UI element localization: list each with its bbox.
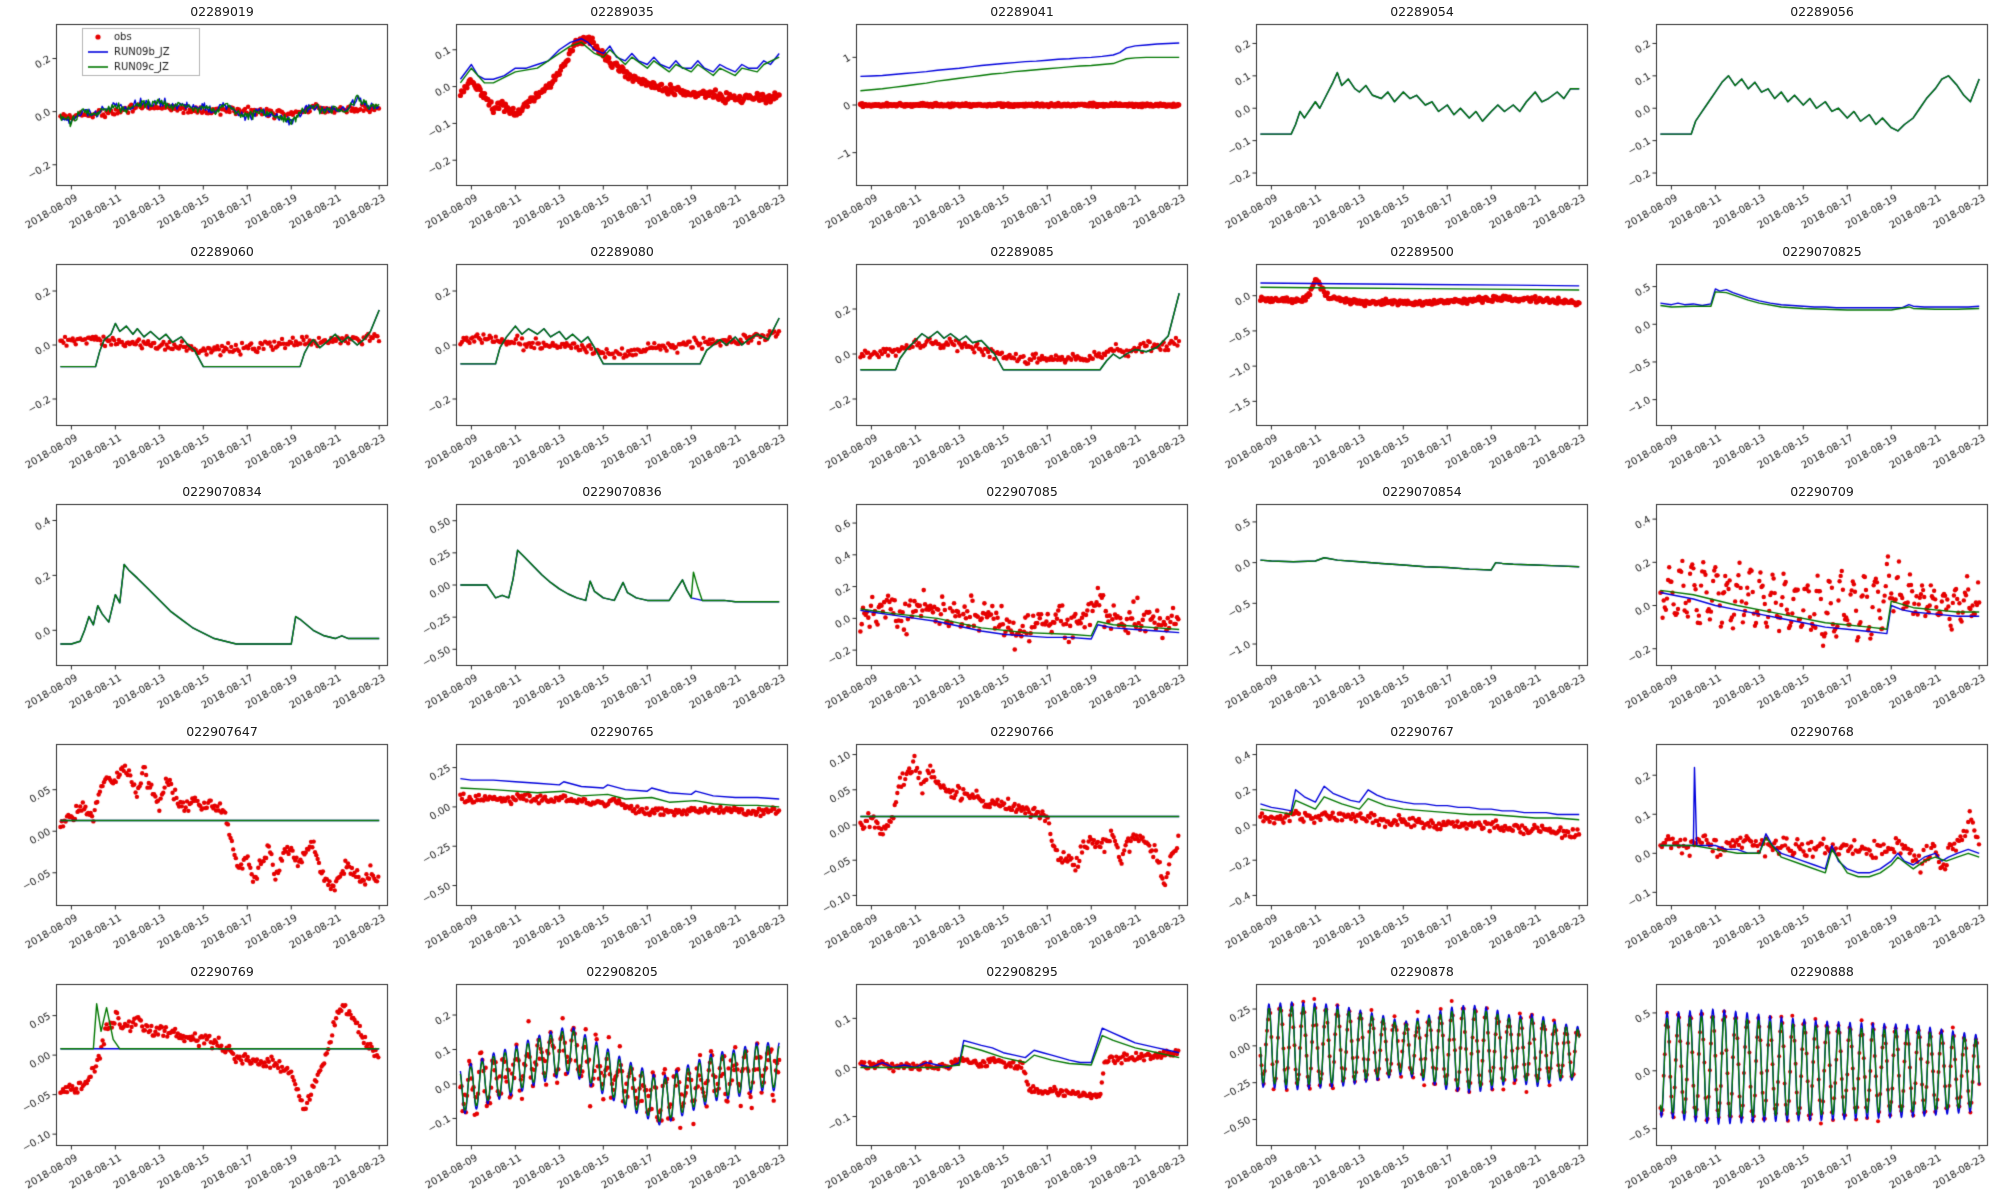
chart-canvas [1600,480,2000,720]
chart-title: 02289035 [590,4,654,19]
chart-title: 022907647 [186,724,258,739]
chart-canvas [400,0,800,240]
chart-panel: 02289035 [400,0,800,240]
chart-canvas [0,480,400,720]
chart-panel: 02290765 [400,720,800,960]
chart-canvas [1600,720,2000,960]
chart-panel: 02289041 [800,0,1200,240]
chart-panel: 02290888 [1600,960,2000,1200]
chart-title: 02289085 [990,244,1054,259]
chart-panel: 02290878 [1200,960,1600,1200]
chart-panel: 02290768 [1600,720,2000,960]
chart-panel: 0229070834 [0,480,400,720]
chart-panel: 02290767 [1200,720,1600,960]
chart-canvas [800,960,1200,1200]
chart-panel: 022907085 [800,480,1200,720]
chart-canvas [1600,240,2000,480]
chart-panel: 02289056 [1600,0,2000,240]
chart-title: 02290769 [190,964,254,979]
chart-title: 02290888 [1790,964,1854,979]
chart-canvas [1200,480,1600,720]
chart-title: 022907085 [986,484,1058,499]
chart-title: 02290765 [590,724,654,739]
chart-title: 02289080 [590,244,654,259]
chart-title: 02289060 [190,244,254,259]
chart-panel: 022908295 [800,960,1200,1200]
chart-title: 0229070854 [1382,484,1462,499]
chart-title: 02290878 [1390,964,1454,979]
chart-panel: 02289054 [1200,0,1600,240]
chart-canvas [400,480,800,720]
chart-canvas [400,240,800,480]
chart-canvas [1600,960,2000,1200]
chart-title: 02289019 [190,4,254,19]
chart-title: 0229070825 [1782,244,1862,259]
chart-panel: 022908205 [400,960,800,1200]
chart-panel: 0229070825 [1600,240,2000,480]
chart-canvas [800,240,1200,480]
chart-title: 02289041 [990,4,1054,19]
chart-canvas [800,720,1200,960]
chart-panel: 022907647 [0,720,400,960]
chart-canvas [800,480,1200,720]
chart-panel: 0229070836 [400,480,800,720]
chart-title: 0229070834 [182,484,262,499]
chart-canvas [800,0,1200,240]
chart-panel: 02289060 [0,240,400,480]
chart-canvas [1200,240,1600,480]
chart-title: 02290767 [1390,724,1454,739]
chart-panel: 02290709 [1600,480,2000,720]
chart-canvas [1200,720,1600,960]
chart-panel: 02289019 [0,0,400,240]
chart-title: 02289500 [1390,244,1454,259]
chart-title: 02290768 [1790,724,1854,739]
chart-canvas [1600,0,2000,240]
chart-title: 02289054 [1390,4,1454,19]
chart-title: 022908295 [986,964,1058,979]
chart-canvas [1200,0,1600,240]
chart-title: 0229070836 [582,484,662,499]
chart-panel: 02289500 [1200,240,1600,480]
chart-panel: 02290769 [0,960,400,1200]
chart-title: 022908205 [586,964,658,979]
chart-title: 02289056 [1790,4,1854,19]
chart-canvas [0,0,400,240]
chart-canvas [0,960,400,1200]
chart-panel: 02290766 [800,720,1200,960]
chart-canvas [0,720,400,960]
chart-panel: 0229070854 [1200,480,1600,720]
chart-title: 02290709 [1790,484,1854,499]
chart-canvas [1200,960,1600,1200]
chart-panel: 02289080 [400,240,800,480]
chart-canvas [0,240,400,480]
chart-title: 02290766 [990,724,1054,739]
chart-panel: 02289085 [800,240,1200,480]
chart-canvas [400,960,800,1200]
chart-canvas [400,720,800,960]
